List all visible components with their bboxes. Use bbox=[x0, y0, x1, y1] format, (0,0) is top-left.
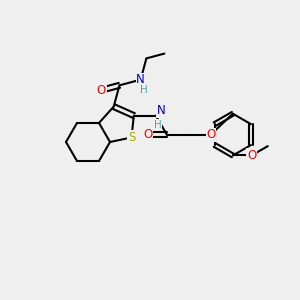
Text: N: N bbox=[156, 104, 165, 117]
Text: S: S bbox=[128, 131, 135, 144]
Text: O: O bbox=[247, 149, 256, 162]
Text: N: N bbox=[136, 73, 145, 86]
Text: O: O bbox=[206, 128, 215, 141]
Text: H: H bbox=[140, 85, 148, 95]
Text: O: O bbox=[143, 128, 153, 141]
Text: H: H bbox=[154, 119, 162, 130]
Text: O: O bbox=[97, 84, 106, 97]
